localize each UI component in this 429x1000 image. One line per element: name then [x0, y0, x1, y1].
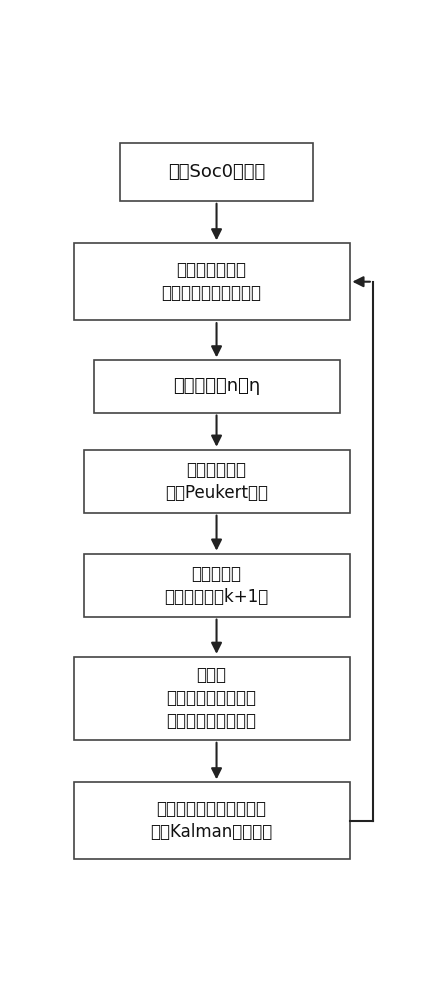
- Text: 采集并处理蓄电池端电: 采集并处理蓄电池端电: [162, 284, 262, 302]
- Text: 根据蓄电池模型确定: 根据蓄电池模型确定: [166, 712, 257, 730]
- Text: 刻电池电量: 刻电池电量: [191, 565, 242, 583]
- Text: 根据积分法求k+1时: 根据积分法求k+1时: [164, 588, 269, 606]
- Bar: [94, 360, 340, 413]
- Text: 插值查表求n及η: 插值查表求n及η: [173, 377, 260, 395]
- Text: 压关系: 压关系: [196, 666, 227, 684]
- Text: 电池端电压与开路电: 电池端电压与开路电: [166, 689, 257, 707]
- Text: 求出有效容量: 求出有效容量: [187, 461, 247, 479]
- Bar: [74, 657, 350, 740]
- Bar: [84, 554, 350, 617]
- Bar: [120, 143, 313, 201]
- Bar: [84, 450, 350, 513]
- Bar: [74, 782, 350, 859]
- Text: 根据Peukert方程: 根据Peukert方程: [165, 484, 268, 502]
- Text: 压、电流及温度: 压、电流及温度: [177, 261, 247, 279]
- Text: 确定Soc0初始值: 确定Soc0初始值: [168, 163, 265, 181]
- Bar: [74, 243, 350, 320]
- Text: 利用Kalman滤波算法: 利用Kalman滤波算法: [151, 823, 273, 841]
- Text: 求取下一时刻蓄电池电量: 求取下一时刻蓄电池电量: [157, 800, 266, 818]
